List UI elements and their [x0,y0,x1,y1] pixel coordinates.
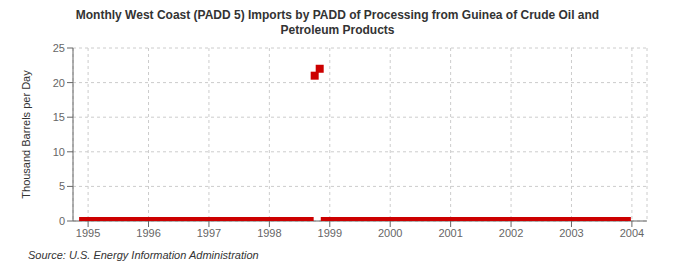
svg-text:20: 20 [53,77,65,89]
html-text:Petroleum Products: Petroleum Products [280,23,395,37]
svg-text:2000: 2000 [378,227,402,239]
svg-text:15: 15 [53,111,65,123]
svg-text:0: 0 [59,215,65,227]
svg-text:1995: 1995 [76,227,100,239]
svg-text:1996: 1996 [136,227,160,239]
svg-text:2004: 2004 [620,227,644,239]
svg-text:1999: 1999 [318,227,342,239]
svg-text:2001: 2001 [438,227,462,239]
html-text:Monthly West Coast (PADD 5) Im: Monthly West Coast (PADD 5) Imports by P… [75,8,600,22]
html-text:Source: U.S. Energy Informatio: Source: U.S. Energy Information Administ… [28,249,259,261]
svg-text:1997: 1997 [197,227,221,239]
svg-text:2002: 2002 [499,227,523,239]
svg-text:10: 10 [53,146,65,158]
svg-text:25: 25 [53,42,65,54]
svg-text:2003: 2003 [559,227,583,239]
svg-text:Thousand Barrels per Day: Thousand Barrels per Day [20,70,32,199]
svg-text:1998: 1998 [257,227,281,239]
svg-text:5: 5 [59,180,65,192]
